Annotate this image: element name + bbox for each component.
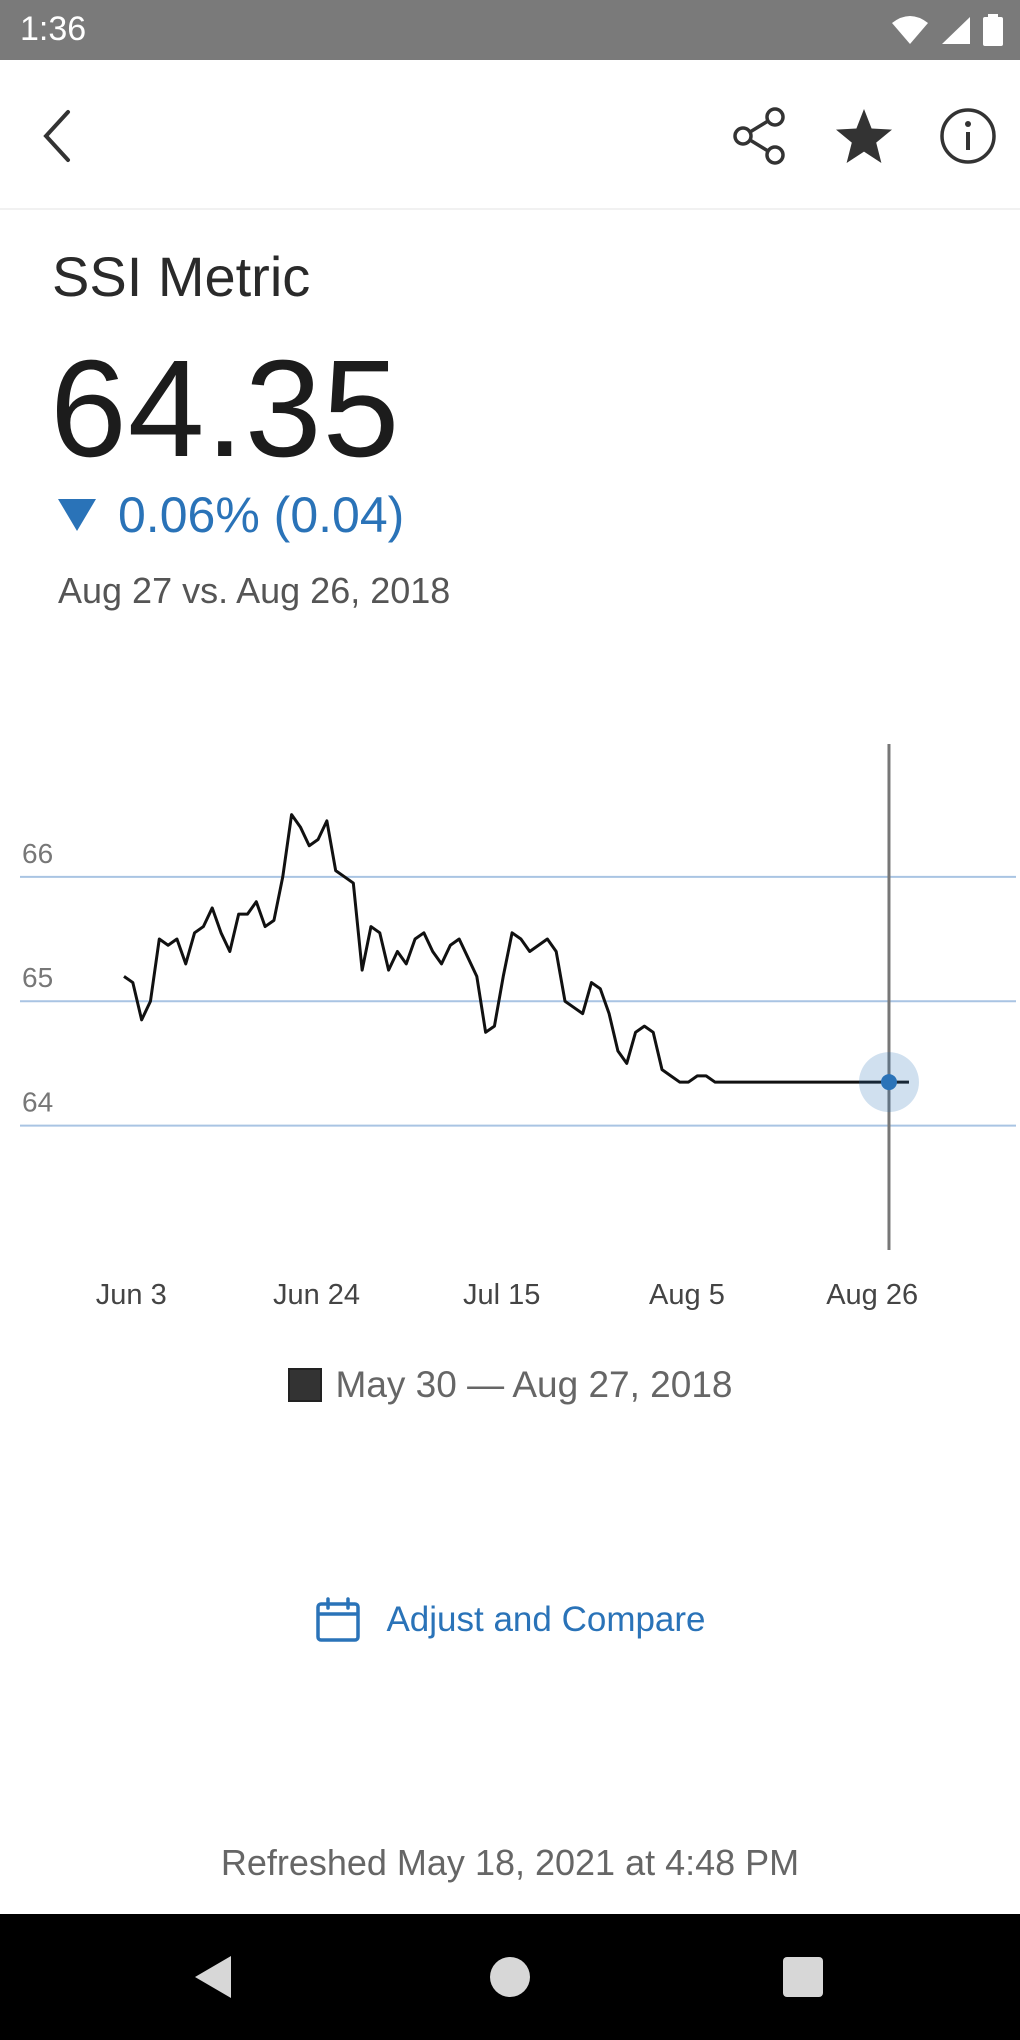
x-tick-label: Jun 24 xyxy=(273,1279,360,1311)
legend-label: May 30 — Aug 27, 2018 xyxy=(335,1364,733,1405)
chart-svg: 66 65 64 Jun 3 Jun 24 Jul 15 Aug 5 Aug 26 xyxy=(20,744,1016,1311)
metric-title: SSI Metric xyxy=(52,245,311,308)
wifi-icon xyxy=(892,16,928,44)
line-chart[interactable]: 66 65 64 Jun 3 Jun 24 Jul 15 Aug 5 Aug 26 xyxy=(0,720,1020,1320)
nav-recents-button[interactable] xyxy=(780,1954,826,2000)
y-tick-label: 64 xyxy=(22,1087,53,1118)
adjust-compare-button[interactable]: Adjust and Compare xyxy=(0,1596,1020,1644)
nav-back-icon xyxy=(195,1956,231,1998)
comparison-period: Aug 27 vs. Aug 26, 2018 xyxy=(58,570,451,611)
y-tick-label: 65 xyxy=(22,962,53,993)
system-nav-bar xyxy=(0,1914,1020,2040)
status-icons xyxy=(890,14,1004,46)
adjust-compare-label: Adjust and Compare xyxy=(386,1600,706,1639)
nav-home-icon xyxy=(490,1957,530,1997)
highlight-point xyxy=(880,1074,897,1091)
signal-icon xyxy=(942,17,970,44)
info-button[interactable] xyxy=(930,98,1006,174)
favorite-button[interactable] xyxy=(826,98,902,174)
change-row: 0.06% (0.04) xyxy=(56,486,404,544)
nav-back-button[interactable] xyxy=(190,1954,236,2000)
nav-home-button[interactable] xyxy=(487,1954,533,2000)
series-line xyxy=(123,813,909,1084)
status-bar: 1:36 xyxy=(0,0,1020,60)
x-tick-label: Jun 3 xyxy=(96,1279,167,1311)
triangle-down-icon xyxy=(58,499,96,531)
battery-icon xyxy=(983,14,1003,46)
share-button[interactable] xyxy=(722,98,798,174)
share-icon xyxy=(733,107,785,165)
x-tick-label: Jul 15 xyxy=(463,1279,540,1311)
app-bar xyxy=(0,60,1020,210)
info-icon xyxy=(940,108,996,164)
nav-recents-icon xyxy=(783,1957,823,1997)
y-tick-label: 66 xyxy=(22,838,53,869)
x-tick-label: Aug 5 xyxy=(649,1279,725,1311)
chart-legend: May 30 — Aug 27, 2018 xyxy=(0,1364,1020,1406)
metric-value: 64.35 xyxy=(50,332,401,486)
status-time: 1:36 xyxy=(20,10,87,48)
back-arrow-icon xyxy=(43,110,70,162)
x-tick-label: Aug 26 xyxy=(826,1279,918,1311)
back-button[interactable] xyxy=(20,98,96,174)
legend-swatch xyxy=(287,1368,322,1402)
refreshed-timestamp: Refreshed May 18, 2021 at 4:48 PM xyxy=(220,1842,800,1883)
calendar-icon xyxy=(316,1597,361,1642)
star-icon xyxy=(836,109,892,163)
change-value: 0.06% (0.04) xyxy=(118,487,405,543)
